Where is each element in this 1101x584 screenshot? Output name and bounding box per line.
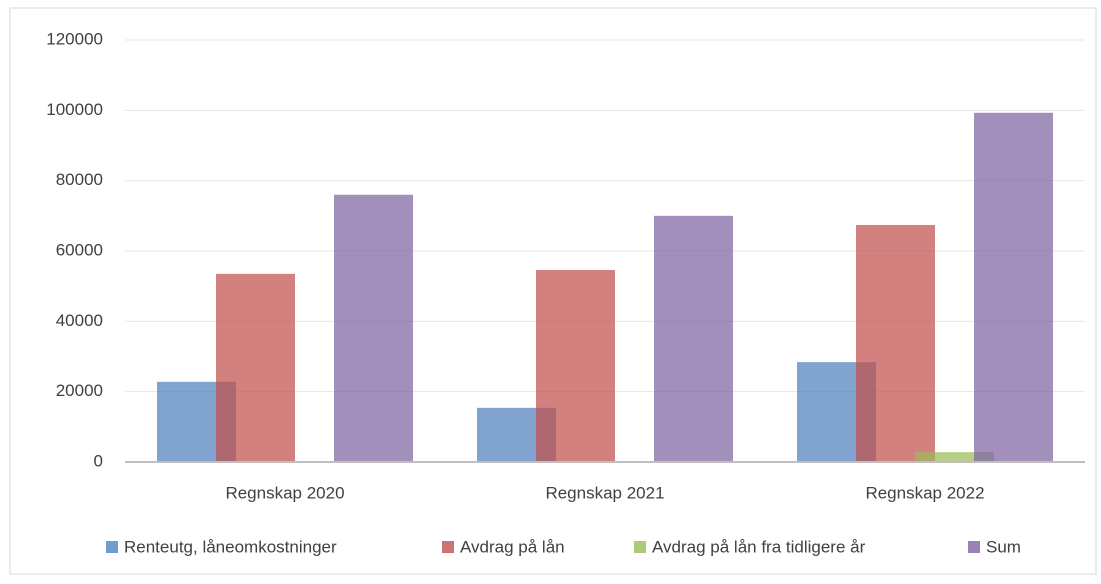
bar [334, 194, 413, 462]
legend-label: Avdrag på lån fra tidligere år [652, 537, 866, 556]
legend-swatch [634, 541, 646, 553]
y-tick-label: 120000 [46, 29, 103, 48]
bar [654, 215, 733, 462]
legend-swatch [442, 541, 454, 553]
y-tick-label: 60000 [56, 240, 103, 259]
bar [915, 452, 994, 462]
legend-label: Sum [986, 537, 1021, 556]
legend-label: Renteutg, låneomkostninger [124, 537, 337, 556]
x-tick-label: Regnskap 2021 [545, 483, 664, 502]
legend-swatch [106, 541, 118, 553]
y-tick-label: 80000 [56, 170, 103, 189]
y-tick-label: 0 [94, 451, 103, 470]
bar [216, 273, 295, 462]
bar [536, 269, 615, 462]
x-tick-label: Regnskap 2022 [865, 483, 984, 502]
legend-label: Avdrag på lån [460, 537, 565, 556]
bar [974, 112, 1053, 463]
legend-swatch [968, 541, 980, 553]
y-tick-label: 40000 [56, 311, 103, 330]
y-tick-label: 100000 [46, 100, 103, 119]
bar [856, 224, 935, 462]
x-tick-label: Regnskap 2020 [225, 483, 344, 502]
y-tick-label: 20000 [56, 381, 103, 400]
